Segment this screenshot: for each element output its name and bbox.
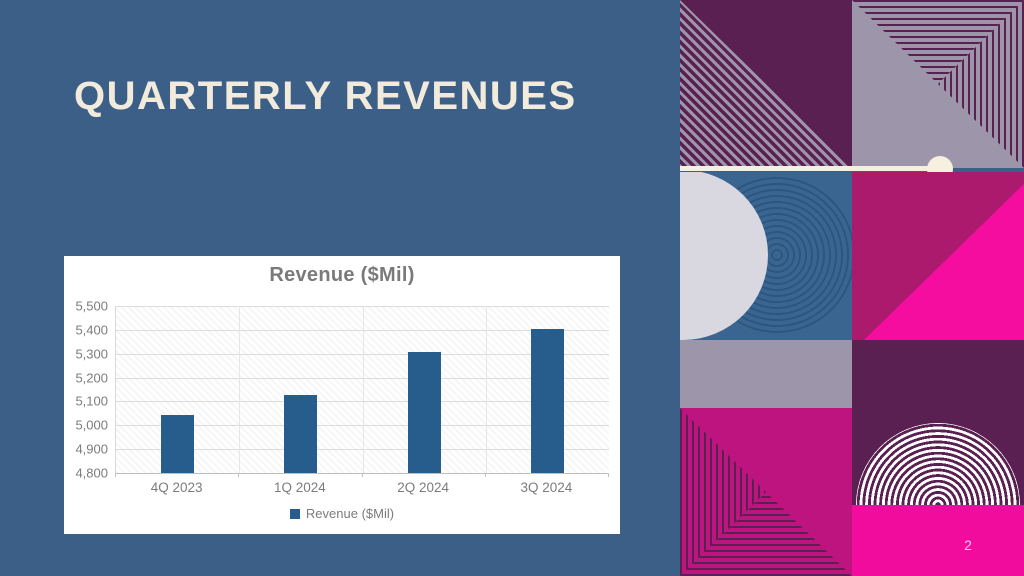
deco-tile-page-footer: 2 bbox=[852, 505, 1024, 576]
x-category-label: 4Q 2023 bbox=[150, 480, 203, 495]
chart-bar bbox=[284, 394, 318, 473]
x-axis-tick bbox=[238, 473, 240, 477]
x-axis-tick bbox=[361, 473, 363, 477]
deco-tile-purple-stripes bbox=[680, 0, 852, 168]
x-axis-tick bbox=[484, 473, 486, 477]
pink-triangle bbox=[864, 183, 1024, 340]
y-tick-label: 5,300 bbox=[75, 346, 108, 362]
accent-line bbox=[680, 166, 941, 171]
x-axis-category-labels: 4Q 2023 1Q 2024 2Q 2024 3Q 2024 bbox=[115, 480, 608, 495]
legend-marker-icon bbox=[289, 508, 300, 519]
slide-title: QUARTERLY REVENUES bbox=[74, 74, 577, 118]
y-tick-label: 4,800 bbox=[75, 465, 108, 481]
y-tick-label: 5,400 bbox=[75, 322, 108, 338]
deco-tile-gray-strip bbox=[680, 340, 852, 408]
v-gridline bbox=[362, 306, 364, 473]
x-category-label: 2Q 2024 bbox=[397, 480, 450, 495]
deco-tile-nested-corners-bottom bbox=[680, 408, 852, 576]
chart-title: Revenue ($Mil) bbox=[269, 264, 415, 286]
v-gridline bbox=[239, 306, 241, 473]
deco-tile-arch bbox=[852, 340, 1024, 505]
revenue-chart: Revenue ($Mil) 5,500 5,400 5,300 5,200 5,100… bbox=[64, 256, 620, 534]
chart-legend: Revenue ($Mil) bbox=[64, 506, 620, 521]
x-axis-tick bbox=[115, 473, 116, 477]
y-tick-label: 4,900 bbox=[75, 441, 108, 457]
chart-bar bbox=[407, 351, 441, 473]
x-category-label: 3Q 2024 bbox=[520, 480, 573, 495]
plot-area bbox=[115, 306, 609, 477]
chart-bar bbox=[161, 414, 195, 473]
deco-tile-concentric-circles bbox=[680, 172, 852, 340]
concentric-arch bbox=[856, 423, 1020, 505]
chart-bar bbox=[530, 328, 564, 473]
x-category-label: 1Q 2024 bbox=[273, 480, 326, 495]
diagonal-stripes-triangle bbox=[680, 0, 852, 168]
y-tick-label: 5,200 bbox=[75, 370, 108, 386]
page-number: 2 bbox=[964, 537, 972, 553]
y-tick-label: 5,000 bbox=[75, 417, 108, 433]
y-tick-label: 5,100 bbox=[75, 393, 108, 409]
deco-tile-nested-corners bbox=[852, 0, 1024, 168]
decorative-art-panel: 2 bbox=[680, 0, 1024, 576]
x-axis-tick bbox=[608, 473, 609, 477]
legend-label: Revenue ($Mil) bbox=[305, 506, 395, 521]
v-gridline bbox=[485, 306, 487, 473]
y-axis-tick-labels: 5,500 5,400 5,300 5,200 5,100 5,000 4,900 4,800 bbox=[64, 299, 108, 481]
deco-tile-pink-triangle bbox=[852, 172, 1024, 340]
y-tick-label: 5,500 bbox=[75, 298, 108, 314]
